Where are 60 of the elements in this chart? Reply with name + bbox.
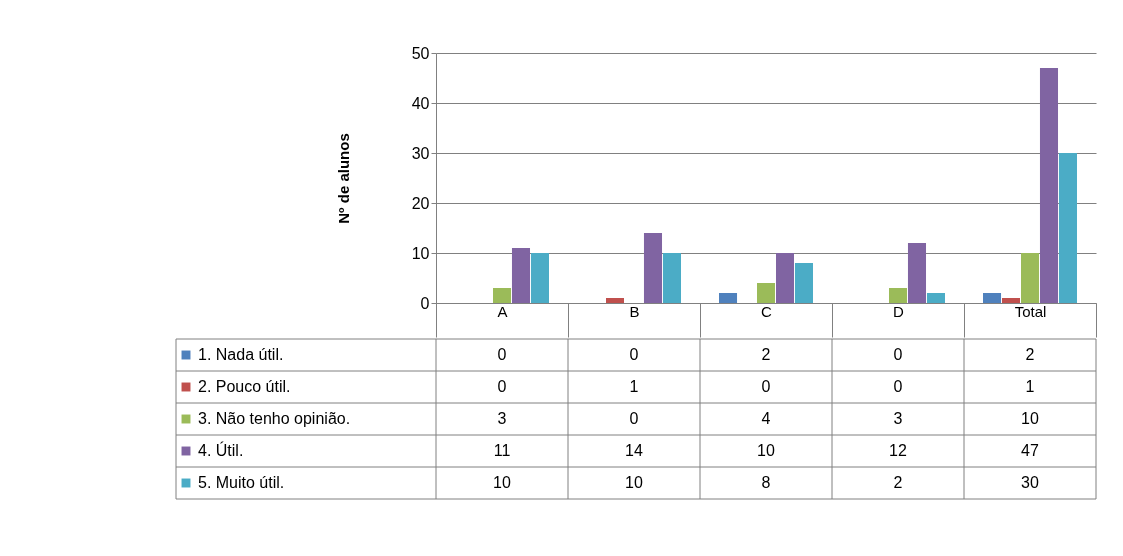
bar — [926, 293, 946, 303]
bar — [1058, 153, 1078, 303]
data-label: 2 — [1025, 346, 1035, 363]
data-label: 12 — [889, 442, 907, 459]
y-axis-title: Nº de alunos — [334, 133, 352, 224]
y-tick-label: 40 — [411, 94, 430, 112]
data-label: 0 — [629, 410, 639, 427]
bar — [756, 283, 776, 303]
y-tick-label: 0 — [420, 294, 430, 312]
x-tick-label: D — [893, 302, 905, 320]
data-label: 0 — [629, 346, 639, 363]
x-tick-label: C — [761, 302, 773, 320]
data-label: 14 — [625, 442, 643, 459]
data-label: 3 — [497, 410, 507, 427]
legend-label: 2. Pouco útil. — [198, 378, 291, 395]
data-label: 47 — [1021, 442, 1039, 459]
data-label: 0 — [761, 378, 771, 395]
bar — [907, 243, 927, 303]
bar — [643, 233, 663, 303]
data-label: 1 — [1025, 378, 1035, 395]
data-label: 0 — [497, 378, 507, 395]
bar — [530, 253, 550, 303]
data-label: 2 — [893, 474, 903, 491]
data-label: 11 — [493, 442, 511, 459]
bar — [775, 253, 795, 303]
bar — [511, 248, 531, 303]
data-label: 0 — [893, 378, 903, 395]
bar — [982, 293, 1002, 303]
bar — [605, 298, 625, 303]
y-tick-label: 20 — [411, 194, 430, 212]
y-tick-label: 30 — [411, 144, 430, 162]
bar — [662, 253, 682, 303]
legend-label: 3. Não tenho opinião. — [198, 410, 351, 427]
x-tick-label: A — [497, 302, 508, 320]
bar — [1001, 298, 1021, 303]
bar — [888, 288, 908, 303]
data-label: 1 — [629, 378, 639, 395]
x-tick-label: Total — [1014, 302, 1047, 320]
data-label: 3 — [893, 410, 903, 427]
bar — [1020, 253, 1040, 303]
data-label: 2 — [761, 346, 771, 363]
y-tick-label: 10 — [411, 244, 430, 262]
legend-label: 5. Muito útil. — [198, 474, 285, 491]
data-label: 0 — [893, 346, 903, 363]
bar — [794, 263, 814, 303]
data-label: 0 — [497, 346, 507, 363]
legend-label: 4. Útil. — [198, 441, 244, 459]
data-label: 10 — [625, 474, 643, 491]
y-tick-label: 50 — [411, 44, 430, 62]
bar — [1039, 68, 1059, 303]
data-label: 4 — [761, 410, 771, 427]
x-tick-label: B — [629, 302, 640, 320]
data-label: 30 — [1021, 474, 1039, 491]
data-label: 10 — [1021, 410, 1039, 427]
data-label: 10 — [493, 474, 511, 491]
legend-label: 1. Nada útil. — [198, 346, 284, 363]
bar — [492, 288, 512, 303]
data-label: 8 — [761, 474, 771, 491]
bar — [718, 293, 738, 303]
data-label: 10 — [757, 442, 775, 459]
